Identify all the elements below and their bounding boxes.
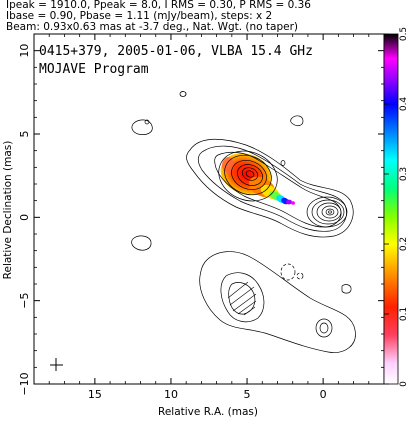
intensity-contours (131, 91, 356, 353)
y-tick-label: 0 (18, 214, 31, 221)
contour-jet-2 (197, 145, 347, 232)
y-axis-label: Relative Declination (mas) (2, 141, 14, 280)
negative-contours (179, 91, 304, 281)
inset-title: 0415+379, 2005-01-06, VLBA 15.4 GHz (39, 44, 313, 59)
contour-knot-2 (224, 154, 272, 196)
y-tick-label: −5 (18, 293, 31, 309)
colorbar-tick-label: 0 (399, 381, 409, 387)
y-tick-label: −10 (18, 372, 31, 395)
pol-region-violet (286, 199, 292, 205)
contour-lower-knot-2 (319, 322, 329, 334)
y-tick-label: 10 (18, 44, 31, 58)
contour-knot-1 (218, 150, 278, 202)
colorbar-tick-label: 0.3 (399, 167, 409, 181)
neg-contour-c (179, 91, 187, 97)
contour-core-6 (328, 210, 332, 214)
inset-subtitle: MOJAVE Program (39, 62, 149, 77)
contour-knot-3 (231, 160, 267, 190)
contour-core-5 (325, 208, 335, 216)
colorbar-ticks: 0 0.1 0.2 0.3 0.4 0.5 (384, 27, 409, 387)
contour-counterjet-2 (220, 272, 265, 323)
beam-marker (50, 358, 63, 371)
y-tick-label: 5 (18, 131, 31, 138)
colorbar-tick-label: 0.4 (399, 97, 409, 112)
contour-patch-b (131, 235, 152, 251)
contour-core-1 (306, 196, 348, 228)
contour-jet-outer (186, 138, 354, 238)
contour-patch-a (131, 119, 153, 135)
hatched-region (227, 281, 257, 316)
x-tick-label: 0 (320, 388, 327, 401)
contour-counterjet-3 (228, 282, 256, 315)
pol-region-magenta (291, 201, 295, 205)
contour-lower-knot-1 (315, 318, 333, 338)
contour-knot-4 (237, 164, 263, 186)
colorbar: 0 0.1 0.2 0.3 0.4 0.5 (383, 27, 409, 387)
contour-knot-5 (241, 167, 259, 181)
x-tick-label: 10 (164, 388, 178, 401)
colorbar-tick-label: 0.2 (399, 237, 409, 251)
x-tick-label: 5 (244, 388, 251, 401)
contour-patch-g (280, 160, 286, 166)
contour-patch-d (144, 119, 150, 125)
contour-knot-6 (245, 170, 255, 178)
y-axis-ticks: 10 5 0 −5 −10 (18, 33, 384, 396)
colorbar-tick-label: 0.5 (399, 27, 409, 41)
header-line-2: Ibase = 0.90, Pbase = 1.11 (mJy/beam), s… (6, 10, 272, 22)
contour-core-2 (311, 199, 345, 225)
neg-contour-b (296, 272, 304, 280)
contour-patch-f (341, 284, 352, 294)
header-line-1: Ipeak = 1910.0, Ppeak = 8.0, I RMS = 0.3… (6, 0, 311, 11)
colorbar-gradient (383, 33, 399, 385)
neg-contour-a (280, 263, 296, 281)
contour-patch-c (290, 115, 304, 127)
contour-core-4 (321, 205, 339, 219)
contour-counterjet-outer (199, 251, 356, 353)
plot-area (131, 91, 356, 353)
header-line-3: Beam: 0.93x0.63 mas at -3.7 deg., Nat. W… (6, 21, 298, 33)
x-axis-ticks: 15 10 5 0 (33, 34, 385, 401)
x-tick-label: 15 (88, 388, 102, 401)
x-axis-label: Relative R.A. (mas) (158, 406, 258, 418)
contour-core-3 (316, 202, 342, 222)
colorbar-tick-label: 0.1 (399, 307, 409, 321)
